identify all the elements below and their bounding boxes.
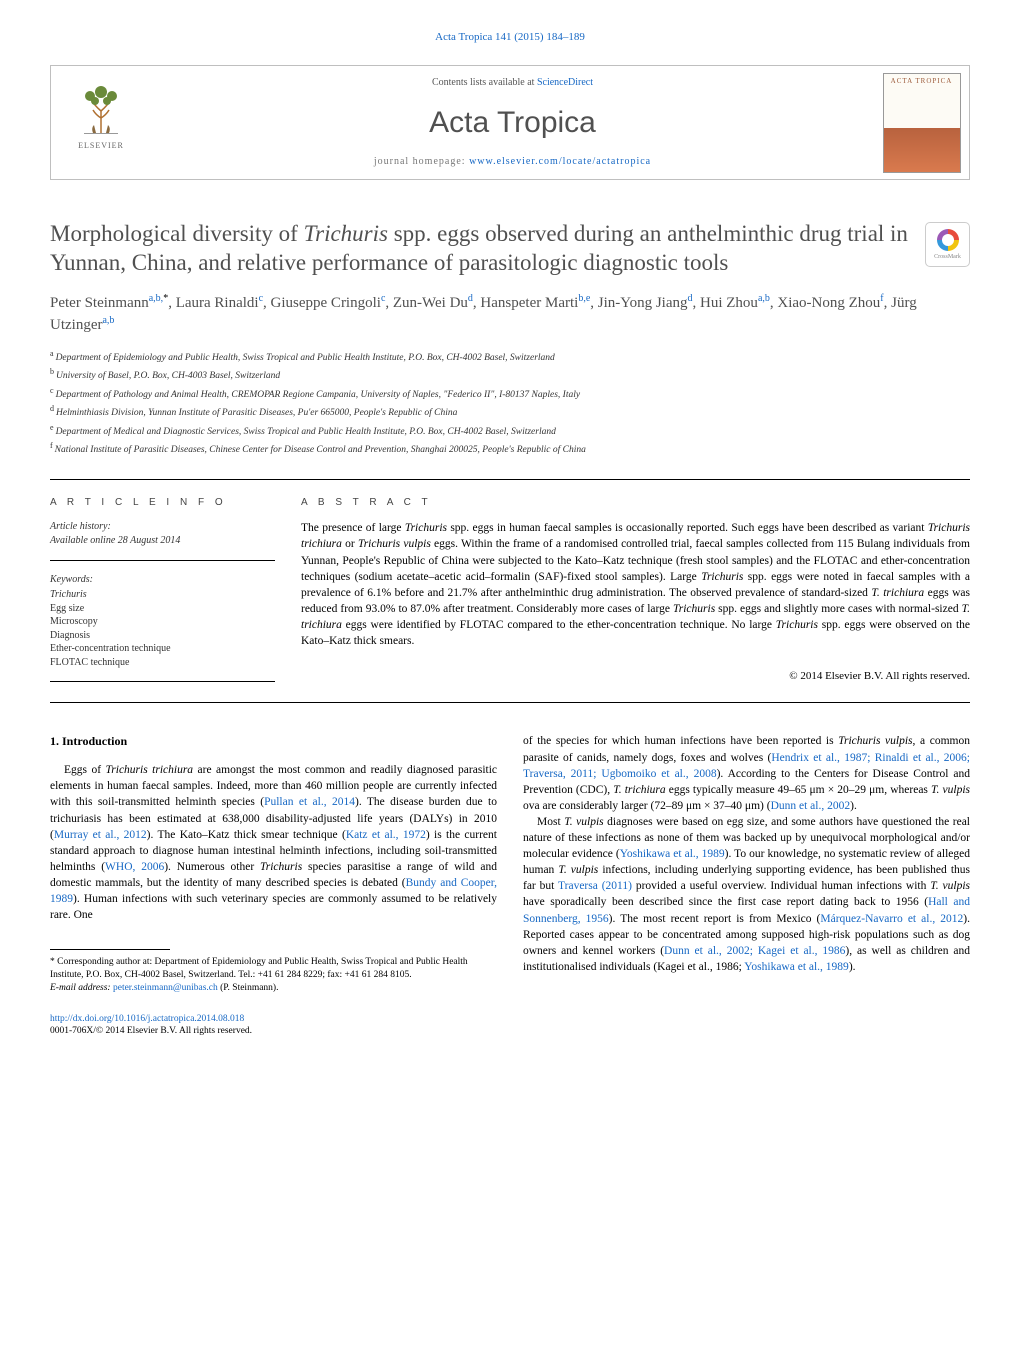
- author-affiliation-link[interactable]: a,b: [758, 293, 770, 304]
- intro-para-3: Most T. vulpis diagnoses were based on e…: [523, 814, 970, 975]
- elsevier-logo[interactable]: ELSEVIER: [66, 83, 136, 163]
- author: Peter Steinmanna,b,*: [50, 295, 168, 311]
- email-link[interactable]: peter.steinmann@unibas.ch: [113, 983, 218, 993]
- author-affiliation-link[interactable]: c: [381, 293, 385, 304]
- author-affiliation-link[interactable]: b,e: [578, 293, 590, 304]
- crossmark-badge[interactable]: CrossMark: [925, 222, 970, 267]
- citation-link[interactable]: Hendrix et al., 1987; Rinaldi et al., 20…: [523, 752, 970, 780]
- crossmark-icon: [937, 229, 959, 251]
- contents-prefix: Contents lists available at: [432, 77, 537, 88]
- citation-link[interactable]: Dunn et al., 2002; Kagei et al., 1986: [664, 945, 845, 957]
- body-column-left: 1. Introduction Eggs of Trichuris trichi…: [50, 733, 497, 1038]
- author: Jin-Yong Jiangd: [598, 295, 693, 311]
- author: Xiao-Nong Zhouf: [777, 295, 883, 311]
- author: Hanspeter Martib,e: [480, 295, 590, 311]
- body-column-right: of the species for which human infection…: [523, 733, 970, 1038]
- keyword-item: Diagnosis: [50, 629, 275, 643]
- affiliations-list: a Department of Epidemiology and Public …: [50, 348, 970, 457]
- body-columns: 1. Introduction Eggs of Trichuris trichi…: [50, 733, 970, 1038]
- citation-link[interactable]: Yoshikawa et al., 1989: [744, 961, 849, 973]
- corresponding-footnote: * Corresponding author at: Department of…: [50, 956, 497, 982]
- affiliation-line: d Helminthiasis Division, Yunnan Institu…: [50, 403, 970, 420]
- email-footnote: E-mail address: peter.steinmann@unibas.c…: [50, 982, 497, 995]
- author: Zun-Wei Dud: [393, 295, 473, 311]
- keyword-item: Ether-concentration technique: [50, 642, 275, 656]
- section-rule-bottom: [50, 702, 970, 703]
- abstract-copyright: © 2014 Elsevier B.V. All rights reserved…: [301, 669, 970, 684]
- citation-link[interactable]: WHO, 2006: [105, 861, 164, 873]
- history-line: Available online 28 August 2014: [50, 535, 180, 546]
- banner-center: Contents lists available at ScienceDirec…: [151, 66, 874, 179]
- article-info-column: A R T I C L E I N F O Article history: A…: [50, 496, 275, 684]
- keywords-label: Keywords:: [50, 573, 275, 587]
- citation-link[interactable]: Katz et al., 1972: [346, 829, 426, 841]
- affiliation-line: b University of Basel, P.O. Box, CH-4003…: [50, 366, 970, 383]
- affiliation-line: c Department of Pathology and Animal Hea…: [50, 385, 970, 402]
- contents-line: Contents lists available at ScienceDirec…: [161, 76, 864, 90]
- citation-link[interactable]: Bundy and Cooper, 1989: [50, 877, 497, 905]
- affiliation-line: a Department of Epidemiology and Public …: [50, 348, 970, 365]
- author: Laura Rinaldic: [176, 295, 263, 311]
- citation-link[interactable]: Murray et al., 2012: [54, 829, 147, 841]
- author-affiliation-link[interactable]: d: [688, 293, 693, 304]
- authors-list: Peter Steinmanna,b,*, Laura Rinaldic, Gi…: [50, 292, 970, 336]
- affiliation-line: e Department of Medical and Diagnostic S…: [50, 422, 970, 439]
- journal-cover-thumb[interactable]: ACTA TROPICA: [883, 73, 961, 173]
- author-affiliation-link[interactable]: f: [880, 293, 883, 304]
- corresponding-star: *: [163, 293, 168, 304]
- footnote-rule: [50, 949, 170, 950]
- keywords-block: Keywords: TrichurisEgg sizeMicroscopyDia…: [50, 573, 275, 682]
- abstract-text: The presence of large Trichuris spp. egg…: [301, 520, 970, 649]
- banner-publisher-logo: ELSEVIER: [51, 75, 151, 171]
- intro-heading: 1. Introduction: [50, 733, 497, 750]
- info-abstract-row: A R T I C L E I N F O Article history: A…: [50, 480, 970, 702]
- keyword-item: Trichuris: [50, 588, 275, 602]
- elsevier-tree-icon: [76, 83, 126, 138]
- keyword-item: FLOTAC technique: [50, 656, 275, 670]
- article-history: Article history: Available online 28 Aug…: [50, 520, 275, 561]
- citation-link[interactable]: Traversa (2011): [558, 880, 632, 892]
- keyword-item: Egg size: [50, 602, 275, 616]
- author-affiliation-link[interactable]: c: [259, 293, 263, 304]
- author: Giuseppe Cringolic: [271, 295, 386, 311]
- title-italic-1: Trichuris: [304, 221, 388, 246]
- article-info-head: A R T I C L E I N F O: [50, 496, 275, 510]
- email-who: (P. Steinmann).: [218, 983, 279, 993]
- citation-link[interactable]: Yoshikawa et al., 1989: [620, 848, 725, 860]
- intro-para-1: Eggs of Trichuris trichiura are amongst …: [50, 762, 497, 923]
- journal-banner: ELSEVIER Contents lists available at Sci…: [50, 65, 970, 180]
- doi-copyright: 0001-706X/© 2014 Elsevier B.V. All right…: [50, 1026, 252, 1036]
- article-title: Morphological diversity of Trichuris spp…: [50, 220, 970, 278]
- citation-link[interactable]: Pullan et al., 2014: [264, 796, 355, 808]
- citation-link[interactable]: Márquez-Navarro et al., 2012: [820, 913, 963, 925]
- elsevier-wordmark: ELSEVIER: [78, 140, 124, 151]
- intro-para-2: of the species for which human infection…: [523, 733, 970, 813]
- abstract-column: A B S T R A C T The presence of large Tr…: [301, 496, 970, 684]
- cover-title: ACTA TROPICA: [891, 78, 953, 86]
- sciencedirect-link[interactable]: ScienceDirect: [537, 77, 593, 88]
- abstract-head: A B S T R A C T: [301, 496, 970, 510]
- author: Hui Zhoua,b: [700, 295, 770, 311]
- banner-cover: ACTA TROPICA: [874, 66, 969, 179]
- crossmark-label: CrossMark: [934, 253, 961, 261]
- author-affiliation-link[interactable]: a,b: [102, 315, 114, 326]
- author-affiliation-link[interactable]: d: [468, 293, 473, 304]
- title-block: Morphological diversity of Trichuris spp…: [50, 220, 970, 278]
- homepage-link[interactable]: www.elsevier.com/locate/actatropica: [469, 156, 651, 167]
- homepage-prefix: journal homepage:: [374, 156, 469, 167]
- homepage-line: journal homepage: www.elsevier.com/locat…: [161, 155, 864, 169]
- keyword-item: Microscopy: [50, 615, 275, 629]
- citation-link[interactable]: Acta Tropica 141 (2015) 184–189: [435, 31, 585, 43]
- history-label: Article history:: [50, 520, 275, 534]
- doi-block: http://dx.doi.org/10.1016/j.actatropica.…: [50, 1013, 497, 1039]
- title-pre: Morphological diversity of: [50, 221, 304, 246]
- footnotes: * Corresponding author at: Department of…: [50, 956, 497, 994]
- author-affiliation-link[interactable]: a,b,: [149, 293, 163, 304]
- doi-link[interactable]: http://dx.doi.org/10.1016/j.actatropica.…: [50, 1014, 244, 1024]
- journal-name: Acta Tropica: [161, 102, 864, 144]
- affiliation-line: f National Institute of Parasitic Diseas…: [50, 440, 970, 457]
- citation-link[interactable]: Dunn et al., 2002: [771, 800, 851, 812]
- email-label: E-mail address:: [50, 983, 113, 993]
- page-header-citation: Acta Tropica 141 (2015) 184–189: [50, 30, 970, 45]
